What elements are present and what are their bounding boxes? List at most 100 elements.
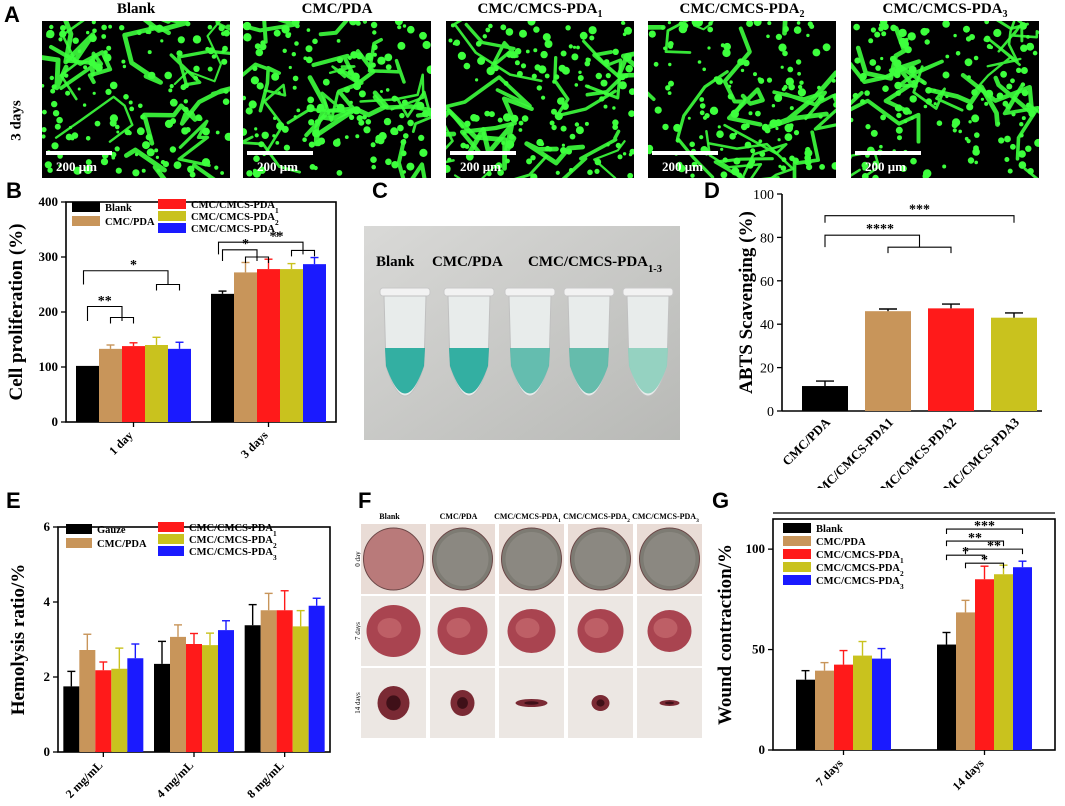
legend-swatch xyxy=(158,534,184,544)
cell-dot xyxy=(818,114,823,119)
cell-strand xyxy=(396,138,427,178)
cell-dot xyxy=(370,21,378,29)
cell-dot xyxy=(704,113,710,119)
fluorescence-micrograph: 200 μm xyxy=(446,21,634,178)
cell-dot xyxy=(394,21,403,26)
cell-dot xyxy=(677,164,686,173)
cell-dot xyxy=(273,116,277,120)
cell-dot xyxy=(533,26,540,33)
cell-dot xyxy=(322,78,330,86)
cell-dot xyxy=(308,141,315,148)
cell-dot xyxy=(385,88,390,92)
cell-strand xyxy=(446,108,508,171)
cell-dot xyxy=(996,92,1004,100)
micrograph-label: CMC/CMCS-PDA1 xyxy=(477,1,603,20)
legend-label: CMC/PDA xyxy=(816,537,866,548)
fluorescence-micrograph: 200 μm xyxy=(648,21,836,178)
cell-dot xyxy=(817,85,821,90)
cell-dot xyxy=(450,23,455,28)
cell-dot xyxy=(1020,82,1026,87)
fluorescence-micrograph: 200 μm xyxy=(42,21,230,178)
cell-dot xyxy=(618,81,627,90)
cell-dot xyxy=(132,169,140,177)
cell-strand xyxy=(722,26,752,115)
cell-dot xyxy=(49,24,54,30)
tube-cap xyxy=(622,287,674,297)
cell-strand xyxy=(286,91,346,125)
cell-dot xyxy=(122,64,127,69)
y-tick-label: 6 xyxy=(44,519,51,534)
cell-dot xyxy=(164,71,172,80)
cell-dot xyxy=(606,143,610,147)
y-tick-label: 0 xyxy=(44,744,51,759)
cell-dot xyxy=(568,168,574,173)
cell-dot xyxy=(401,99,408,106)
chart-g-wound-contraction: 0 50 100 Wound contraction/% 7 days 14 days Bl… xyxy=(715,512,1056,793)
bar xyxy=(853,655,872,750)
y-tick-label: 300 xyxy=(39,249,59,264)
cell-dot xyxy=(129,106,135,112)
cell-dot xyxy=(52,110,60,117)
cell-dot xyxy=(101,24,107,31)
cell-dot xyxy=(551,108,557,115)
cell-dot xyxy=(446,164,451,173)
cell-dot xyxy=(667,21,671,25)
wound-column-label: CMC/CMCS-PDA2 xyxy=(563,512,630,524)
cell-dot xyxy=(501,141,506,145)
cell-dot xyxy=(793,130,800,136)
cell-dot xyxy=(890,24,897,32)
wound-photo xyxy=(361,596,426,666)
cell-dot xyxy=(971,89,978,96)
scale-bar xyxy=(450,151,516,155)
cell-dot xyxy=(372,52,377,57)
cell-dot xyxy=(628,88,634,95)
bar xyxy=(168,348,191,422)
y-tick-label: 40 xyxy=(760,318,774,333)
tube-cap xyxy=(563,287,615,297)
cell-dot xyxy=(484,110,491,117)
cell-dot xyxy=(403,133,409,139)
cell-strand xyxy=(974,55,1022,92)
cell-dot xyxy=(1007,168,1013,174)
bar xyxy=(95,670,112,752)
cell-dot xyxy=(1032,50,1038,56)
cell-dot xyxy=(371,164,376,170)
cell-dot xyxy=(575,126,584,135)
scale-bar-label: 200 μm xyxy=(460,159,501,174)
cell-dot xyxy=(447,157,452,162)
wound-row-label: 0 day xyxy=(354,551,362,567)
cell-dot xyxy=(612,106,616,110)
plot-frame xyxy=(772,518,1056,751)
cell-dot xyxy=(594,168,600,174)
cell-dot xyxy=(505,140,515,149)
cell-dot xyxy=(603,59,610,65)
y-tick-label: 0 xyxy=(52,414,59,429)
bar xyxy=(122,346,145,422)
cell-dot xyxy=(1010,78,1015,84)
cell-dot xyxy=(148,24,154,31)
cell-dot xyxy=(880,56,884,61)
cell-dot xyxy=(1019,22,1027,30)
panel-d-letter: D xyxy=(704,178,720,203)
tube-solution xyxy=(569,348,609,394)
scale-bar xyxy=(46,151,112,155)
bar xyxy=(111,668,128,752)
cell-dot xyxy=(377,56,386,65)
cell-dot xyxy=(402,24,407,28)
cell-dot xyxy=(383,117,392,126)
cell-dot xyxy=(1028,110,1036,118)
cell-dot xyxy=(54,123,61,130)
cell-dot xyxy=(761,123,769,131)
cell-dot xyxy=(350,51,358,59)
panel-e-letter: E xyxy=(6,488,21,513)
cell-dot xyxy=(861,173,869,178)
legend-swatch xyxy=(158,211,186,221)
y-axis-label: ABTS Scavenging (%) xyxy=(736,211,757,394)
cell-dot xyxy=(307,96,315,104)
bar xyxy=(276,610,293,752)
cell-dot xyxy=(753,21,762,27)
cell-strand xyxy=(582,39,623,100)
cell-dot xyxy=(746,21,754,27)
cell-dot xyxy=(699,103,706,109)
cell-dot xyxy=(119,25,125,31)
